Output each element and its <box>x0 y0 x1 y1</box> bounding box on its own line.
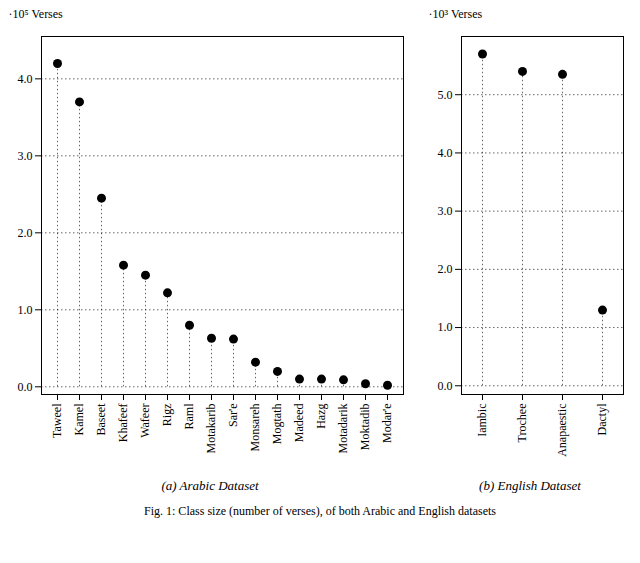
svg-text:2.0: 2.0 <box>18 226 33 240</box>
svg-text:Madeed: Madeed <box>292 404 306 443</box>
svg-text:Modar'e: Modar'e <box>380 404 394 443</box>
html-text:(a) Arabic Dataset: (a) Arabic Dataset <box>161 478 259 493</box>
svg-text:Raml: Raml <box>182 403 196 430</box>
svg-text:0.0: 0.0 <box>438 379 453 393</box>
svg-text:5.0: 5.0 <box>438 88 453 102</box>
svg-text:Monsareh: Monsareh <box>248 404 262 452</box>
svg-text:2.0: 2.0 <box>438 262 453 276</box>
svg-text:Taweel: Taweel <box>50 403 64 438</box>
svg-text:1.0: 1.0 <box>18 303 33 317</box>
svg-text:3.0: 3.0 <box>438 204 453 218</box>
svg-text:4.0: 4.0 <box>18 72 33 86</box>
svg-text:·10⁵ Verses: ·10⁵ Verses <box>9 7 64 21</box>
svg-text:Dactyl: Dactyl <box>595 403 609 436</box>
svg-text:3.0: 3.0 <box>18 149 33 163</box>
svg-text:Khafeef: Khafeef <box>116 404 130 443</box>
svg-text:·10³ Verses: ·10³ Verses <box>429 7 483 21</box>
svg-text:Trochee: Trochee <box>515 404 529 443</box>
svg-text:Motakarib: Motakarib <box>204 404 218 454</box>
svg-text:Motadarik: Motadarik <box>336 404 350 454</box>
svg-text:Hazg: Hazg <box>314 404 328 429</box>
svg-text:0.0: 0.0 <box>18 380 33 394</box>
svg-text:4.0: 4.0 <box>438 146 453 160</box>
svg-text:Wafeer: Wafeer <box>138 404 152 438</box>
svg-text:Moktadib: Moktadib <box>358 404 372 451</box>
html-text:Fig. 1: Class size (number of: Fig. 1: Class size (number of verses), o… <box>144 504 496 518</box>
svg-text:Baseet: Baseet <box>94 403 108 436</box>
svg-text:Sar'e: Sar'e <box>226 404 240 427</box>
svg-text:Mogtath: Mogtath <box>270 404 284 445</box>
svg-text:Rigz: Rigz <box>160 404 174 427</box>
html-text:(b) English Dataset: (b) English Dataset <box>479 478 581 493</box>
svg-text:Kamel: Kamel <box>72 403 86 436</box>
svg-text:1.0: 1.0 <box>438 320 453 334</box>
svg-text:Iambic: Iambic <box>475 404 489 437</box>
svg-text:Anapaestic: Anapaestic <box>555 404 569 457</box>
